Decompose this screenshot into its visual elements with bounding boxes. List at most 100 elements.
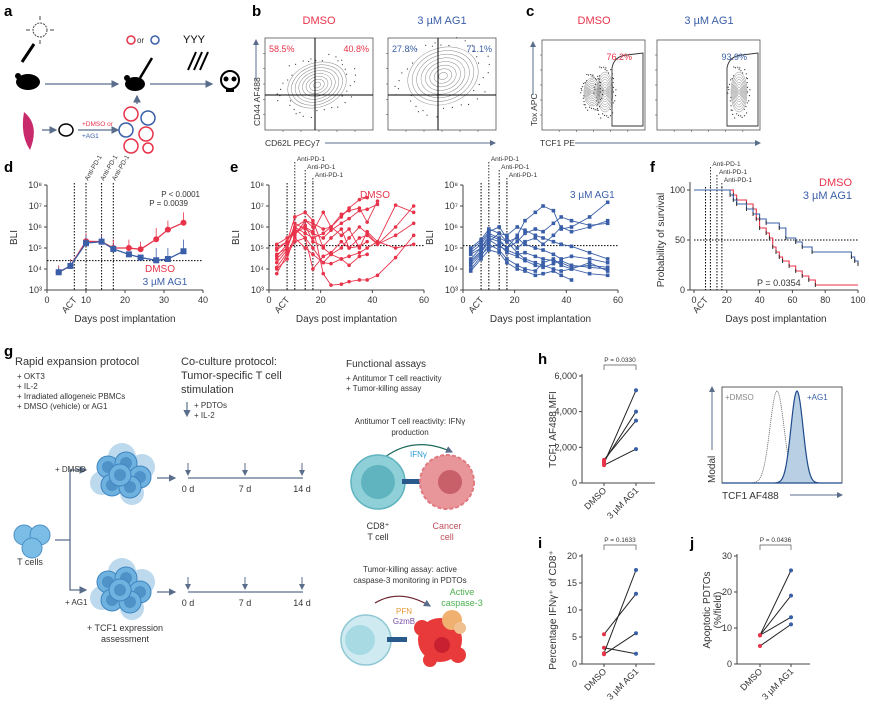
- data-point: [347, 279, 351, 284]
- data-point: [533, 210, 538, 215]
- anti-pd1-label: Anti-PD-1: [315, 172, 344, 179]
- data-point: [339, 282, 344, 286]
- y-axis-label: (%/field): [713, 592, 724, 629]
- data-point: [137, 254, 144, 261]
- y-tick-label: 4,000: [554, 407, 577, 417]
- contour: [588, 86, 596, 98]
- event-dot: [328, 53, 330, 56]
- active-caspase-label: caspase-3: [441, 598, 483, 608]
- t-cells-label: T cells: [17, 557, 43, 567]
- event-dot: [730, 105, 732, 107]
- contour: [732, 76, 746, 108]
- contour: [416, 53, 470, 99]
- event-dot: [736, 113, 738, 115]
- data-point: [339, 233, 344, 238]
- data-point: [329, 252, 333, 257]
- data-point: [551, 233, 556, 238]
- event-dot: [745, 77, 748, 79]
- data-point: [274, 257, 279, 261]
- event-dot: [744, 69, 746, 71]
- event-dot: [353, 81, 356, 83]
- data-point: [505, 233, 509, 238]
- data-point: [329, 283, 333, 287]
- data-point: [559, 263, 563, 268]
- y-tick-label: 15: [567, 578, 577, 588]
- y-axis-label: Modal: [707, 456, 718, 483]
- y-tick-label: 10⁶: [250, 222, 264, 232]
- trace-line: [276, 220, 414, 249]
- event-dot: [583, 82, 585, 85]
- active-caspase-label: Active: [450, 587, 475, 597]
- data-point: [125, 251, 132, 258]
- panel-label-d: d: [4, 159, 13, 176]
- contour: [736, 86, 742, 98]
- event-dot: [337, 106, 339, 108]
- contour: [302, 73, 332, 97]
- data-point: [153, 257, 160, 264]
- trace-line: [470, 226, 608, 260]
- event-dot: [599, 82, 602, 84]
- x-tick-label: 30: [159, 295, 169, 305]
- data-point: [541, 271, 545, 276]
- act-label: ACT: [60, 294, 80, 315]
- data-point: [505, 248, 509, 252]
- contour: [313, 81, 321, 89]
- rep-item: + IL-2: [17, 382, 38, 391]
- event-dot: [310, 116, 313, 119]
- timepoint-label: 14 d: [293, 484, 311, 494]
- event-dot: [476, 56, 478, 58]
- data-point: [468, 263, 473, 268]
- data-point: [329, 225, 333, 229]
- event-dot: [468, 103, 470, 106]
- data-point: [559, 257, 563, 261]
- event-dot: [733, 66, 735, 68]
- contour: [438, 72, 448, 80]
- data-point: [523, 250, 527, 255]
- event-dot: [730, 79, 732, 81]
- tcf1-assessment-label: + TCF1 expression: [87, 623, 163, 633]
- event-dot: [580, 88, 582, 90]
- event-dot: [477, 62, 480, 64]
- data-point: [303, 210, 307, 215]
- p-value: P = 0.0330: [604, 357, 636, 364]
- svg-text:ΥΥΥ: ΥΥΥ: [183, 34, 206, 46]
- contour: [596, 71, 614, 113]
- data-point: [293, 229, 297, 234]
- event-dot: [741, 116, 743, 118]
- anti-pd1-label: Anti-PD-1: [297, 156, 326, 163]
- data-point: [479, 239, 483, 244]
- mouse-trace: [274, 236, 369, 270]
- data-point-ag1: [789, 615, 793, 620]
- event-dot: [279, 88, 282, 90]
- event-dot: [425, 44, 427, 46]
- contour: [433, 68, 453, 84]
- mouse-trace: [468, 231, 610, 265]
- data-point: [515, 252, 520, 257]
- nucleus: [114, 584, 126, 596]
- event-dot: [593, 76, 595, 78]
- data-point: [411, 233, 416, 238]
- mouse-trace: [468, 248, 574, 282]
- data-point: [559, 215, 563, 219]
- event-dot: [410, 100, 412, 102]
- data-point: [365, 207, 369, 212]
- event-dot: [346, 90, 348, 92]
- data-point: [357, 225, 362, 229]
- data-point: [303, 246, 307, 250]
- data-point: [468, 260, 473, 265]
- trace-line: [470, 232, 608, 264]
- y-tick-label: 10³: [445, 285, 458, 295]
- contour: [731, 74, 747, 110]
- data-point: [311, 218, 315, 223]
- event-dot: [603, 66, 605, 68]
- data-point: [393, 203, 398, 207]
- event-dot: [612, 91, 615, 93]
- event-dot: [398, 80, 400, 82]
- event-dot: [596, 105, 598, 107]
- contour: [599, 79, 611, 105]
- data-point: [551, 269, 556, 273]
- quadrant-percent: 71.1%: [466, 44, 492, 54]
- y-tick-label: 10: [567, 605, 577, 615]
- chart-e-2: 10³ 10⁴ 10⁵ 10⁶ 10⁷ 10⁸ 0 20 40 60 Days post impla…: [425, 156, 623, 325]
